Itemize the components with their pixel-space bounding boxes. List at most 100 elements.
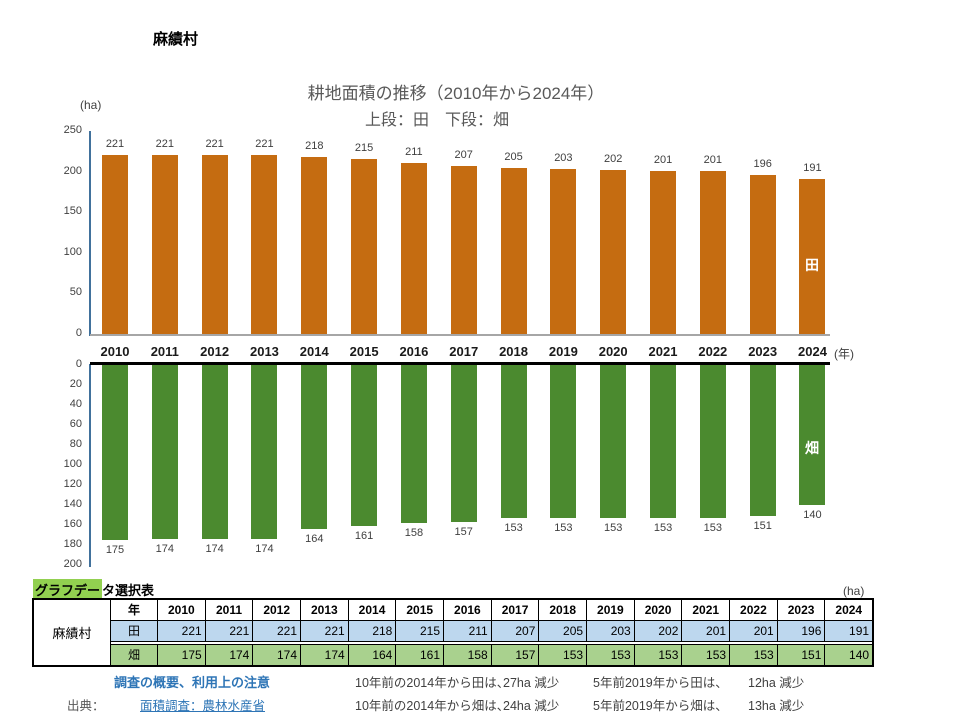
table-field-value-2011: 174: [206, 645, 254, 665]
bar-paddy-2024: [799, 178, 826, 334]
table-caption-rest: タ選択表: [102, 583, 155, 598]
lower-axis-tick-120: 120: [63, 478, 82, 490]
table-paddy-value-2017: 207: [492, 621, 540, 641]
bar-paddy-value-2017: 207: [454, 148, 473, 161]
table-main: 年 2010 2011 2012 2013 2014 2015 2016 2017 2018 201…: [111, 600, 872, 665]
x-tick-2013: 2013: [249, 344, 279, 359]
bar-field-2023: [749, 365, 776, 516]
table-row-field-label: 畑: [111, 645, 158, 665]
lower-y-axis-line: [89, 364, 91, 567]
bar-field-2019: [550, 365, 577, 518]
table-field-value-2015: 161: [396, 645, 445, 665]
bar-field-2020: [600, 365, 627, 518]
lower-axis-tick-160: 160: [63, 518, 82, 530]
bar-field-value-2011: 174: [155, 543, 174, 555]
upper-axis-tick-250: 250: [63, 124, 82, 136]
source-label: 出典：: [67, 699, 105, 713]
table-header-2012: 2012: [253, 600, 302, 620]
upper-axis-tick-0: 0: [75, 327, 82, 339]
x-tick-2018: 2018: [499, 344, 528, 359]
table-header-2016: 2016: [444, 600, 492, 620]
bar-paddy-value-2023: 196: [753, 157, 772, 170]
table-header-2020: 2020: [635, 600, 683, 620]
lower-x-baseline: [90, 362, 830, 365]
paddy-series-label: 田: [805, 257, 819, 273]
bar-paddy-2022: [699, 170, 726, 334]
x-tick-2023: 2023: [748, 344, 778, 359]
table-paddy-value-2023: 196: [778, 621, 826, 641]
x-tick-2011: 2011: [150, 344, 179, 359]
bar-paddy-2017: [450, 165, 477, 334]
bar-field-value-2018: 153: [504, 522, 523, 534]
table-paddy-value-2015: 215: [396, 621, 445, 641]
bar-paddy-2013: [251, 154, 278, 334]
table-header-2014: 2014: [349, 600, 397, 620]
bar-field-2010: [102, 365, 128, 540]
table-caption-highlight: グラフデー: [33, 579, 103, 601]
year-axis-unit-label: (年): [834, 347, 854, 361]
x-tick-2015: 2015: [349, 344, 379, 359]
chart-title: 耕地面積の推移（2010年から2024年）: [307, 84, 605, 103]
bar-field-value-2015: 161: [354, 530, 374, 542]
table-field-value-2016: 158: [444, 645, 492, 665]
bar-field-2018: [500, 365, 527, 518]
x-tick-2012: 2012: [200, 344, 230, 359]
table-header-2019: 2019: [587, 600, 635, 620]
bar-field-value-2024: 140: [803, 509, 822, 521]
chart-subtitle: 上段：田 下段：畑: [364, 112, 509, 129]
table-caption: グラフデー タ選択表: [33, 579, 154, 601]
table-header-2021: 2021: [682, 600, 731, 620]
survey-overview-link[interactable]: 調査の概要、利用上の注意: [114, 675, 271, 690]
bar-field-value-2010: 175: [105, 544, 125, 556]
source-link[interactable]: 面積調査：農林水産省: [140, 699, 266, 713]
bar-paddy-2019: [550, 169, 577, 334]
table-header-2018: 2018: [539, 600, 588, 620]
table-paddy-value-2021: 201: [682, 621, 731, 641]
bar-paddy-value-2015: 215: [354, 142, 374, 155]
lower-axis-tick-180: 180: [63, 538, 82, 550]
table-paddy-value-2019: 203: [587, 621, 635, 641]
bar-field-2014: [301, 365, 328, 529]
bar-paddy-2012: [201, 154, 228, 334]
table-paddy-value-2013: 221: [301, 621, 349, 641]
upper-axis-tick-50: 50: [69, 286, 82, 299]
table-row-field: 畑 175 174 174 174 164 161 158 157 153 153 153 153 153…: [111, 645, 872, 665]
bar-field-2012: [201, 365, 228, 539]
table-village-cell: 麻績村: [34, 600, 111, 665]
table-row-paddy: 田 221 221 221 221 218 215 211 207 205 203 202 201 201…: [111, 621, 872, 642]
bar-paddy-2020: [600, 169, 627, 334]
table-paddy-value-2020: 202: [635, 621, 683, 641]
bar-field-value-2021: 153: [653, 522, 673, 534]
table-paddy-value-2016: 211: [444, 621, 492, 641]
upper-y-axis-line: [89, 131, 91, 336]
table-paddy-value-2012: 221: [253, 621, 302, 641]
bar-field-2016: [400, 365, 427, 523]
x-tick-2020: 2020: [598, 344, 628, 359]
x-tick-2021: 2021: [648, 344, 678, 359]
note-r1-c4: 12ha 減少: [748, 676, 805, 690]
table-header-2023: 2023: [778, 600, 826, 620]
bar-field-2017: [450, 365, 477, 522]
note-r2-c4: 13ha 減少: [748, 699, 805, 713]
table-spacer-row: [111, 642, 872, 645]
bar-paddy-2016: [400, 162, 427, 334]
bar-paddy-value-2020: 202: [604, 152, 623, 165]
table-field-value-2012: 174: [253, 645, 302, 665]
table-field-value-2020: 153: [635, 645, 683, 665]
table-field-value-2022: 153: [730, 645, 778, 665]
note-r2-c3: 5年前2019年から畑は、: [593, 699, 728, 713]
bar-field-value-2020: 153: [604, 522, 623, 534]
table-field-value-2018: 153: [539, 645, 588, 665]
upper-axis-tick-150: 150: [63, 205, 82, 218]
table-unit-label: (ha): [843, 584, 865, 598]
bar-paddy-2010: [102, 154, 128, 334]
table-field-value-2021: 153: [682, 645, 731, 665]
table-header-year: 年: [111, 600, 158, 620]
bar-paddy-value-2019: 203: [554, 152, 573, 165]
table-paddy-value-2022: 201: [730, 621, 778, 641]
bar-field-value-2022: 153: [703, 522, 722, 534]
bar-field-2022: [699, 365, 726, 518]
bar-paddy-value-2014: 218: [305, 139, 324, 152]
bar-paddy-2018: [500, 167, 527, 334]
